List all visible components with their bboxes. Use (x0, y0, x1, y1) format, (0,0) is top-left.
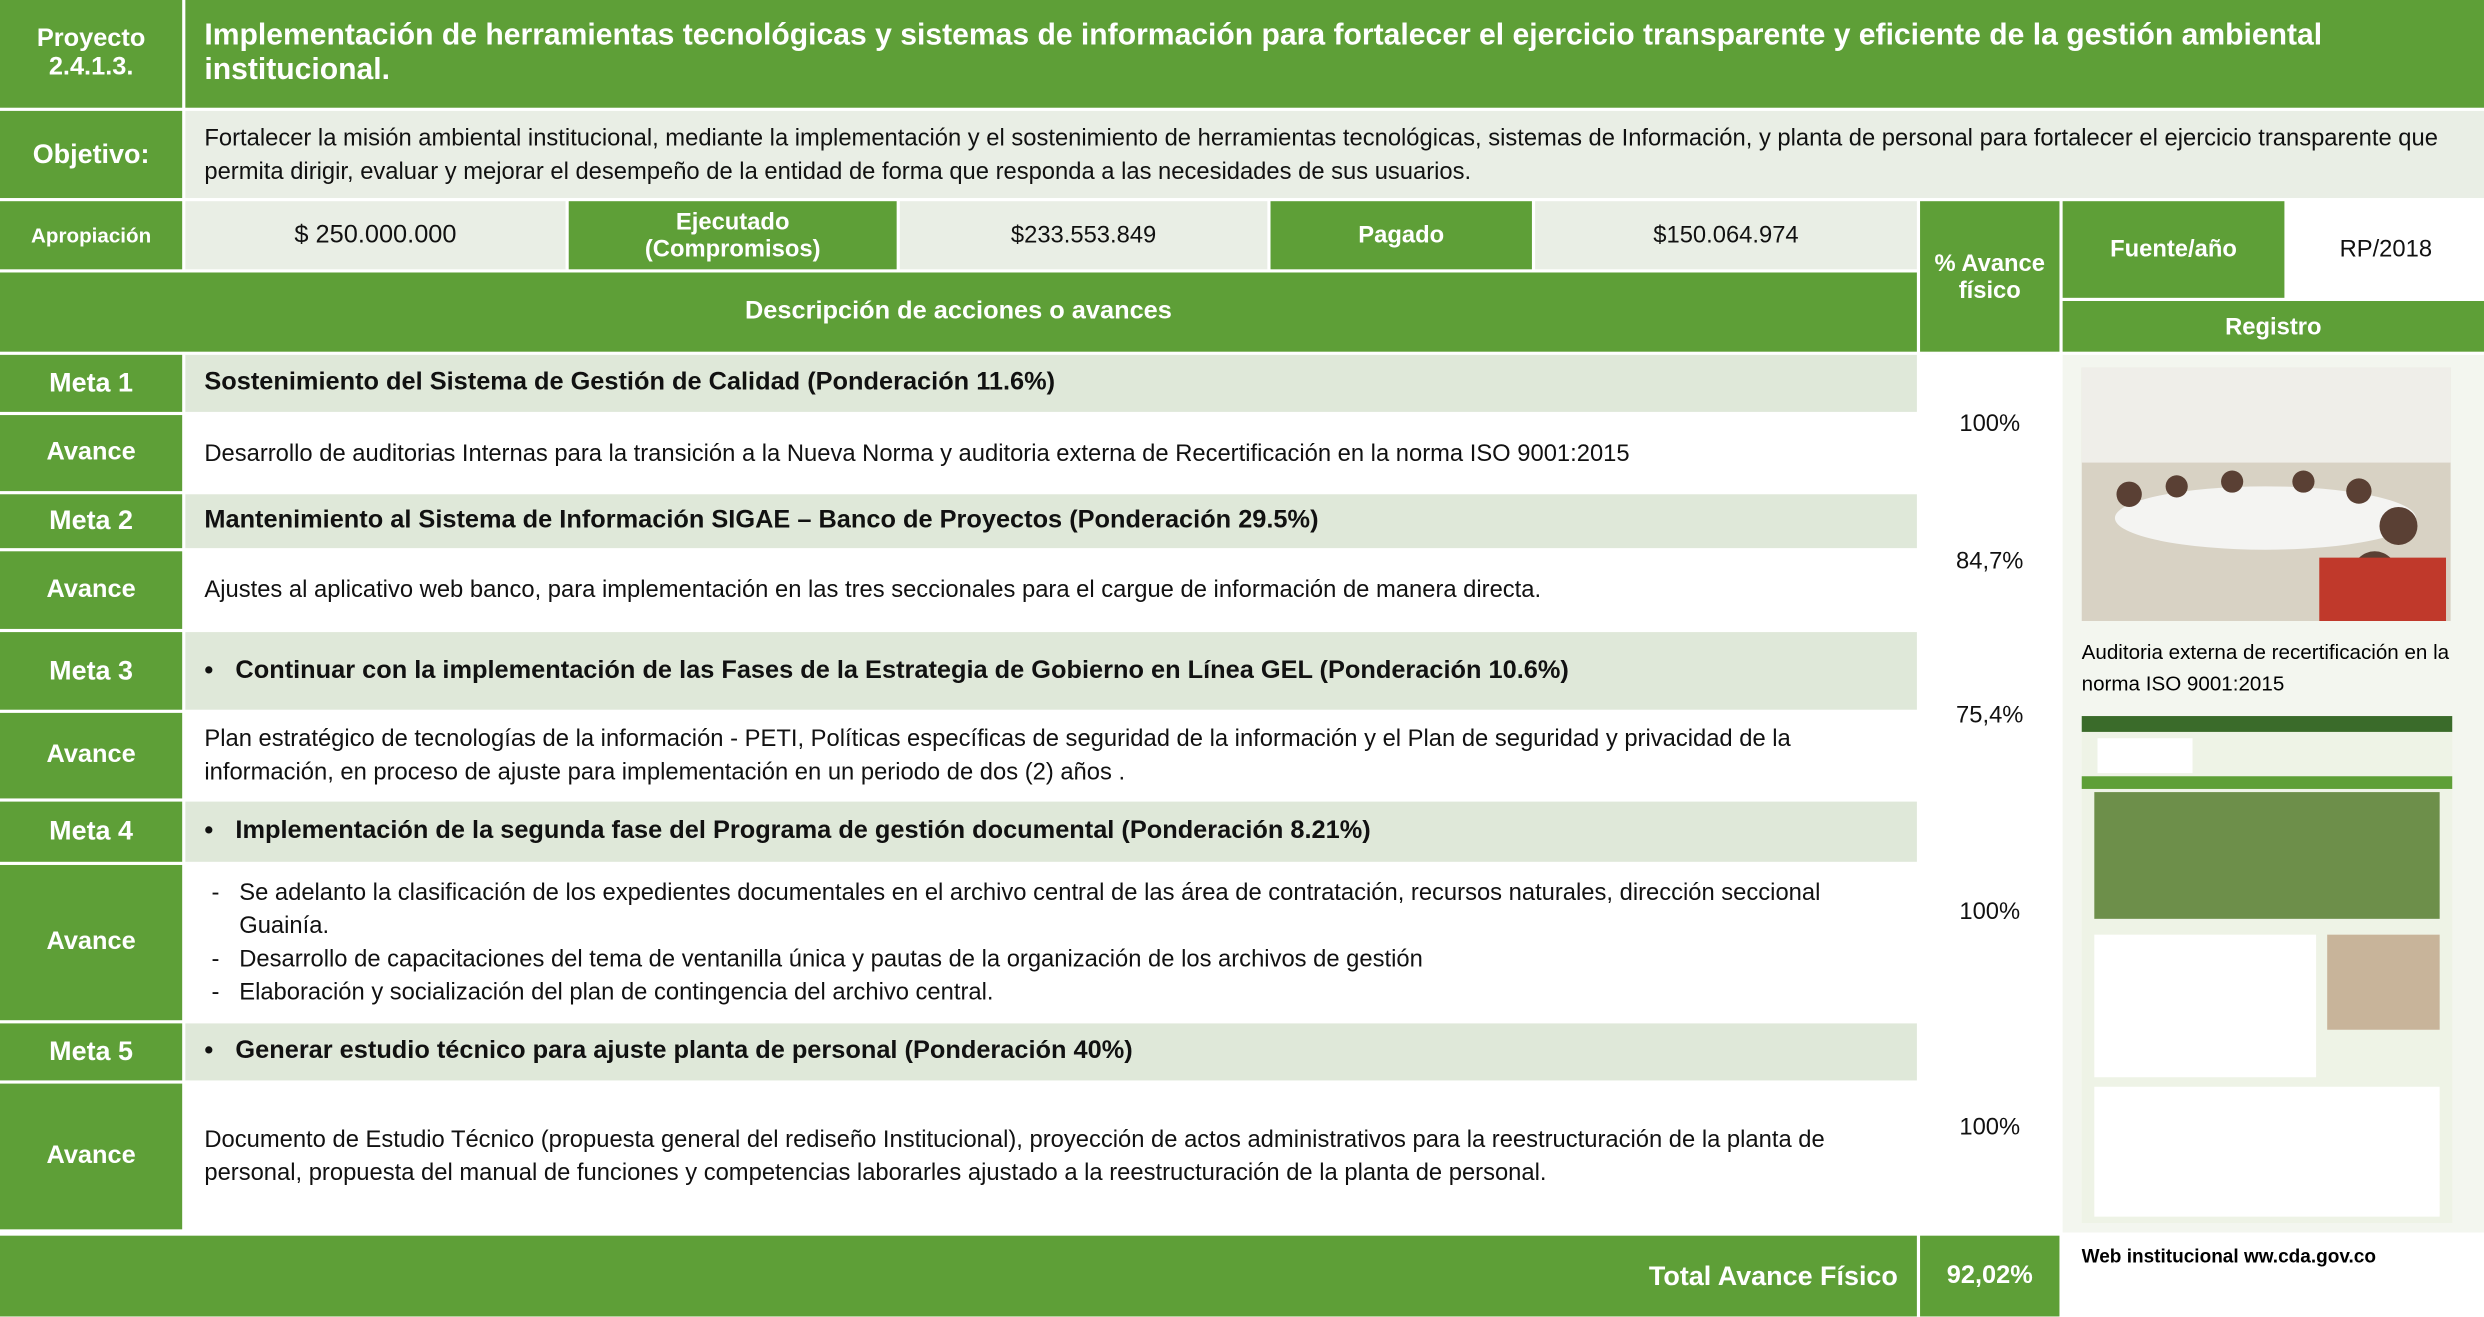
advance-cell: Documento de Estudio Técnico (propuesta … (185, 1083, 1917, 1230)
objective-label: Objetivo: (0, 110, 183, 199)
goal-title-cell: • Implementación de la segunda fase del P… (185, 801, 1917, 862)
executed-label: Ejecutado (Compromisos) (568, 201, 897, 270)
goal-label: Meta 1 (0, 354, 183, 412)
web-caption: Web institucional ww.cda.gov.co (2081, 1245, 2377, 1268)
goal-title: Sostenimiento del Sistema de Gestión de … (204, 369, 1056, 397)
paid-label: Pagado (1270, 201, 1532, 270)
advance-text: Documento de Estudio Técnico (propuesta … (204, 1126, 1825, 1187)
advance-item: Desarrollo de capacitaciones del tema de… (239, 943, 1898, 976)
advance-label: Avance (0, 864, 183, 1021)
goal-label: Meta 4 (0, 801, 183, 862)
advance-text: Ajustes al aplicativo web banco, para im… (204, 576, 1542, 604)
goal-title-cell: • Continuar con la implementación de las … (185, 632, 1917, 710)
goal-title: Generar estudio técnico para ajuste plan… (235, 1037, 1133, 1065)
bullet: • (204, 656, 214, 684)
goal-title: Continuar con la implementación de las F… (235, 656, 1569, 684)
goal-title-cell: • Generar estudio técnico para ajuste pla… (185, 1023, 1917, 1081)
title: Implementación de herramientas tecnológi… (185, 0, 2484, 108)
paid: $150.064.974 (1535, 201, 1917, 270)
audit-photo (2081, 367, 2451, 622)
goal-label: Meta 5 (0, 1023, 183, 1081)
progress: 75,4% (1920, 632, 2060, 799)
goal-label: Meta 2 (0, 494, 183, 549)
progress: 100% (1920, 1023, 2060, 1230)
source: RP/2018 (2287, 201, 2484, 298)
advance-cell: Desarrollo de auditorias Internas para l… (185, 415, 1917, 492)
goal-title: Mantenimiento al Sistema de Información … (204, 506, 1319, 534)
website-screenshot (2081, 716, 2453, 1224)
progress-header: % Avance físico (1920, 201, 2060, 352)
advance-label: Avance (0, 712, 183, 799)
appropriation: $ 250.000.000 (185, 201, 566, 270)
goal-title-cell: Mantenimiento al Sistema de Información … (185, 494, 1917, 549)
advance-label: Avance (0, 551, 183, 629)
advance-item: Elaboración y socialización del plan de … (239, 976, 1898, 1009)
progress: 84,7% (1920, 494, 2060, 629)
progress: 100% (1920, 801, 2060, 1021)
advance-cell: Ajustes al aplicativo web banco, para im… (185, 551, 1917, 629)
goal-title-cell: Sostenimiento del Sistema de Gestión de … (185, 354, 1917, 412)
objective-text: Fortalecer la misión ambiental instituci… (185, 110, 2484, 199)
total: 92,02% (1920, 1235, 2060, 1317)
advance-cell: Plan estratégico de tecnologías de la in… (185, 712, 1917, 799)
record-header: Registro (2062, 300, 2484, 352)
advance-text: Plan estratégico de tecnologías de la in… (204, 725, 1791, 786)
appropriation-label: Apropiación (0, 201, 183, 270)
bullet: • (204, 817, 214, 845)
description-header: Descripción de acciones o avances (0, 272, 1917, 352)
source-label: Fuente/año (2062, 201, 2285, 298)
advance-list: Se adelanto la clasificación de los expe… (204, 876, 1898, 1009)
advance-label: Avance (0, 1083, 183, 1230)
executed: $233.553.849 (899, 201, 1268, 270)
goal-label: Meta 3 (0, 632, 183, 710)
progress: 100% (1920, 354, 2060, 492)
advance-cell: Se adelanto la clasificación de los expe… (185, 864, 1917, 1021)
goal-title: Implementación de la segunda fase del Pr… (235, 817, 1371, 845)
advance-label: Avance (0, 415, 183, 492)
total-label: Total Avance Físico (0, 1235, 1917, 1317)
project-label: Proyecto 2.4.1.3. (0, 0, 183, 108)
photo-caption: Auditoria externa de recertificación en … (2081, 640, 2450, 696)
advance-text: Desarrollo de auditorias Internas para l… (204, 439, 1630, 467)
advance-item: Se adelanto la clasificación de los expe… (239, 876, 1898, 943)
bullet: • (204, 1037, 214, 1065)
